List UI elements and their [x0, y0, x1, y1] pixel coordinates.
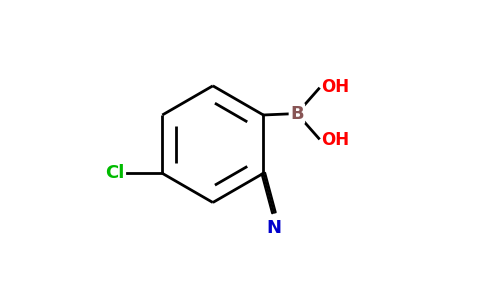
Text: B: B: [290, 104, 303, 122]
Text: OH: OH: [321, 78, 349, 96]
Text: N: N: [266, 219, 281, 237]
Text: OH: OH: [321, 131, 349, 149]
Text: Cl: Cl: [106, 164, 125, 182]
